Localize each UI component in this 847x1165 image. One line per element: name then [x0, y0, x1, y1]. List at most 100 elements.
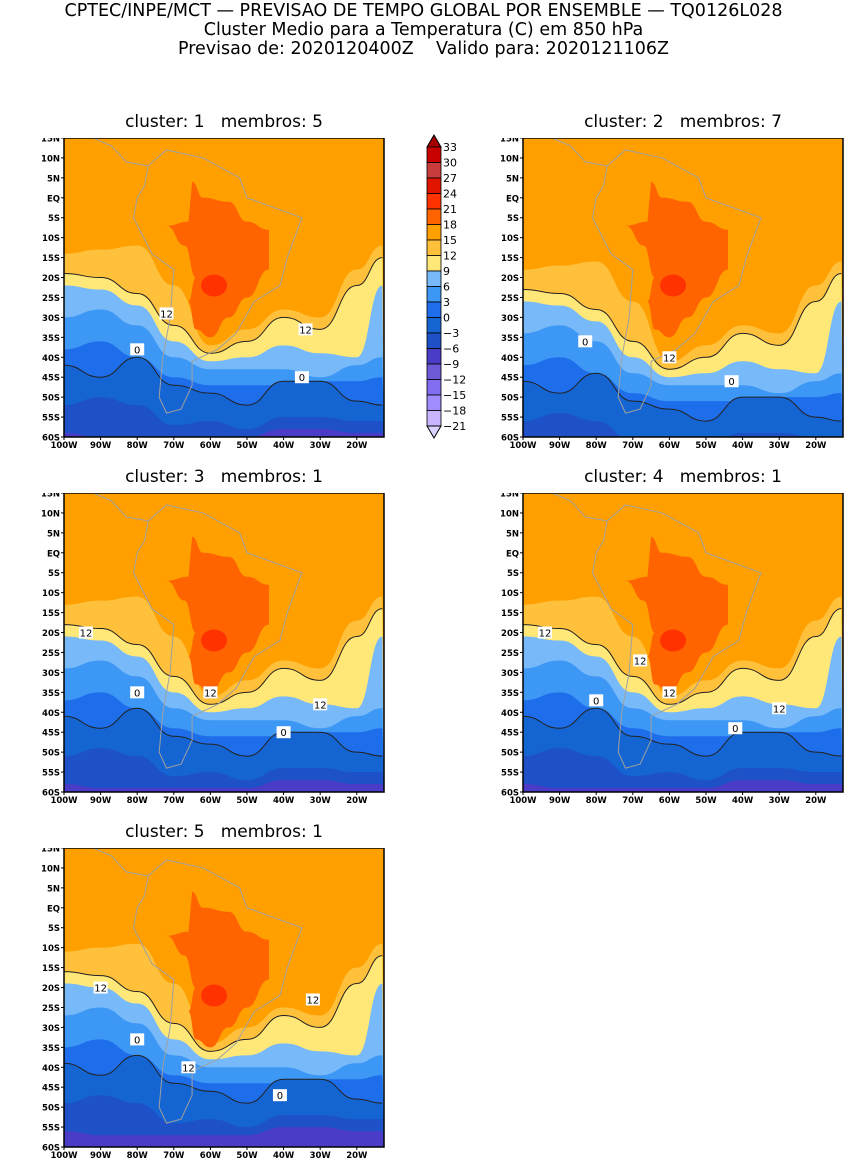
lat-tick-label: 5S	[48, 924, 60, 934]
warm-core-region	[166, 891, 269, 1048]
colorbar-max-arrow	[426, 134, 442, 148]
temperature-band	[64, 1127, 384, 1147]
colorbar-label: 9	[443, 265, 450, 278]
lat-tick-label: 20S	[501, 629, 519, 639]
lat-tick-label: 30S	[501, 669, 519, 679]
contour-12	[523, 273, 842, 370]
lon-tick-label: 20W	[805, 796, 827, 806]
lat-tick-label: EQ	[506, 194, 519, 204]
lat-tick-label: EQ	[47, 904, 60, 914]
lon-tick-label: 60W	[200, 796, 222, 806]
lat-tick-label: 10N	[41, 864, 60, 874]
lon-tick-label: 90W	[90, 796, 112, 806]
colorbar-label: −3	[443, 327, 459, 340]
lat-tick-label: 30S	[501, 314, 519, 324]
lat-tick-label: 10N	[41, 509, 60, 519]
lon-tick-label: 30W	[310, 1151, 332, 1161]
contour-label: 12	[663, 353, 676, 364]
lon-tick-label: 80W	[586, 796, 608, 806]
lon-tick-label: 50W	[695, 441, 717, 451]
panel-title: cluster: 5 membros: 1	[125, 822, 323, 842]
lat-tick-label: 25S	[42, 294, 60, 304]
map-frame	[63, 848, 385, 1148]
contour-0	[64, 707, 383, 757]
temperature-band	[64, 397, 384, 437]
lon-tick-label: 100W	[50, 1151, 78, 1161]
contour-label: 12	[80, 629, 93, 640]
colorbar-swatch	[426, 255, 442, 272]
lat-tick-label: 5S	[48, 214, 60, 224]
lon-tick-label: 20W	[346, 796, 368, 806]
contour-label: 12	[182, 1063, 195, 1074]
colorbar-label: 6	[443, 281, 450, 294]
contour-label: 0	[299, 373, 305, 384]
lon-tick-label: 20W	[346, 1151, 368, 1161]
lat-tick-label: 45S	[42, 1084, 60, 1094]
lat-tick-label: 20S	[42, 984, 60, 994]
lat-tick-label: 30S	[42, 669, 60, 679]
temperature-band	[64, 780, 384, 792]
lat-tick-label: 15S	[501, 609, 519, 619]
contour-label: 0	[134, 345, 140, 356]
contour-12	[64, 955, 383, 1052]
lat-tick-label: 50S	[42, 749, 60, 759]
lon-tick-label: 20W	[346, 441, 368, 451]
lat-tick-label: 10S	[42, 234, 60, 244]
lon-tick-label: 60W	[659, 441, 681, 451]
temperature-band	[523, 780, 843, 792]
colorbar-label: 18	[443, 219, 457, 232]
lon-tick-label: 100W	[50, 441, 78, 451]
lat-tick-label: 50S	[501, 394, 519, 404]
lon-tick-label: 70W	[163, 441, 185, 451]
colorbar-label: 12	[443, 250, 457, 263]
panel-title: cluster: 4 membros: 1	[584, 467, 782, 487]
lon-tick-label: 70W	[163, 796, 185, 806]
lat-tick-label: 10N	[41, 154, 60, 164]
lat-tick-label: 20S	[42, 274, 60, 284]
colorbar-label: −9	[443, 358, 459, 371]
lat-tick-label: 60S	[42, 434, 60, 444]
lat-tick-label: 60S	[501, 789, 519, 799]
hot-spot-region	[201, 984, 228, 1007]
colorbar-label: 0	[443, 312, 450, 325]
colorbar-label: 27	[443, 172, 457, 185]
lon-tick-label: 40W	[732, 441, 754, 451]
lat-tick-label: 10S	[501, 234, 519, 244]
contour-label: 0	[277, 1091, 283, 1102]
lon-tick-label: 80W	[127, 1151, 149, 1161]
lon-tick-label: 100W	[509, 796, 537, 806]
lat-tick-label: 10N	[500, 154, 519, 164]
lon-tick-label: 50W	[236, 441, 258, 451]
colorbar-label: 21	[443, 203, 457, 216]
map-panel-cluster-5: 12 12 12 0 0 15N 10N 5N EQ 5S 10S 15S 20S 25S 30S 35S 40…	[41, 848, 385, 1161]
lat-tick-label: 15S	[42, 964, 60, 974]
lat-tick-label: 10S	[42, 589, 60, 599]
lat-tick-label: 15N	[41, 138, 60, 145]
colorbar-swatch	[426, 146, 442, 163]
contour-label: 12	[773, 704, 786, 715]
contour-label: 0	[582, 337, 588, 348]
lat-tick-label: 20S	[501, 274, 519, 284]
colorbar-swatch	[426, 410, 442, 427]
lon-tick-label: 60W	[200, 441, 222, 451]
lat-tick-label: 30S	[42, 1024, 60, 1034]
lon-tick-label: 90W	[549, 441, 571, 451]
lat-tick-label: 5S	[507, 214, 519, 224]
lat-tick-label: 15N	[500, 493, 519, 500]
subtitle: Cluster Medio para a Temperatura (C) em …	[203, 20, 644, 40]
contour-12	[523, 608, 842, 705]
lon-tick-label: 40W	[273, 796, 295, 806]
contour-label: 0	[134, 1035, 140, 1046]
colorbar-label: 24	[443, 188, 457, 201]
lon-tick-label: 30W	[310, 796, 332, 806]
warm-core-region	[166, 181, 269, 338]
map-panel-cluster-4: 12 12 12 12 0 0 15N 10N 5N EQ 5S 10S 15S 20S 25S 30S 35S…	[500, 493, 844, 806]
colorbar-swatch	[426, 224, 442, 241]
lon-tick-label: 50W	[236, 1151, 258, 1161]
lat-tick-label: 55S	[42, 414, 60, 424]
colorbar-swatch	[426, 379, 442, 396]
lat-tick-label: 15S	[501, 254, 519, 264]
lon-tick-label: 80W	[127, 441, 149, 451]
lon-tick-label: 20W	[805, 441, 827, 451]
